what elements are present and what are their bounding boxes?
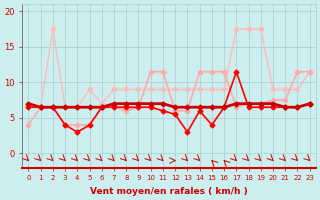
X-axis label: Vent moyen/en rafales ( km/h ): Vent moyen/en rafales ( km/h ) bbox=[90, 187, 248, 196]
